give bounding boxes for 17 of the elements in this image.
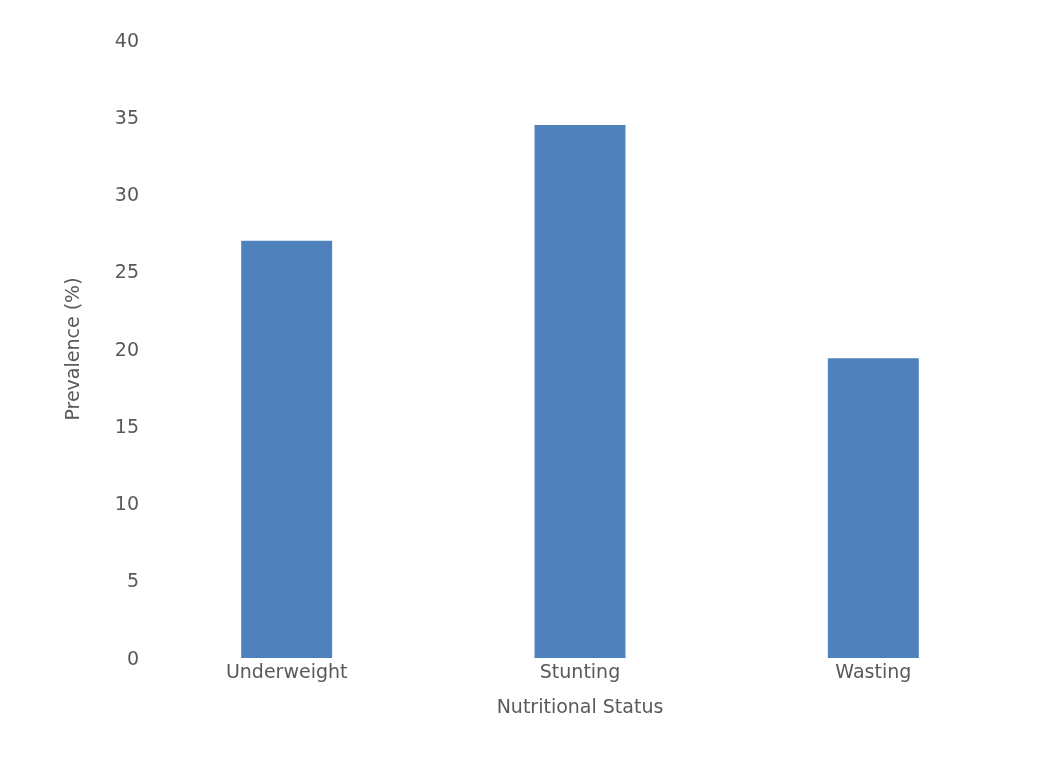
x-axis-title: Nutritional Status	[496, 694, 664, 717]
y-tick-label: 20	[114, 337, 139, 360]
y-tick-label: 5	[126, 569, 139, 592]
y-tick-label: 30	[114, 183, 139, 206]
bar	[241, 240, 333, 658]
y-tick-label: 40	[114, 28, 139, 51]
x-tick-label: Underweight	[225, 660, 348, 682]
y-tick-label: 10	[114, 492, 139, 515]
x-tick-label: Wasting	[835, 660, 912, 682]
x-tick-label: Stunting	[539, 660, 621, 682]
y-axis-title: Prevalence (%)	[60, 277, 83, 421]
y-tick-label: 25	[114, 260, 139, 283]
y-tick-label: 35	[114, 105, 139, 128]
y-tick-label: 15	[114, 414, 139, 437]
y-tick-label: 0	[126, 646, 139, 669]
bar	[827, 358, 919, 658]
bar	[534, 124, 626, 658]
